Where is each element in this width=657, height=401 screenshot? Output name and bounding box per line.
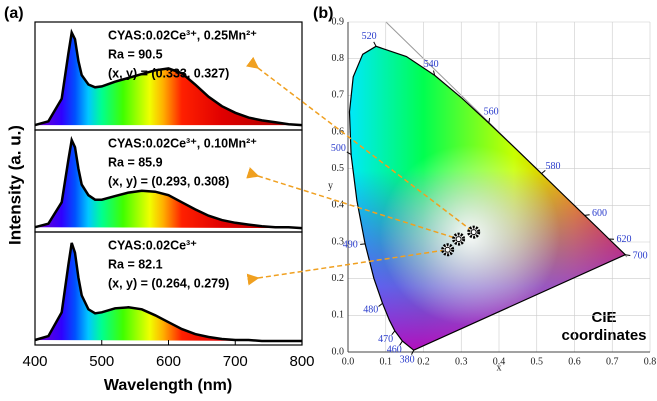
locus-tick — [584, 214, 590, 216]
annotation: (x, y) = (0.293, 0.308) — [108, 174, 229, 188]
x-tick-label: 0.0 — [342, 356, 355, 367]
y-tick-label: 0.9 — [332, 16, 345, 27]
x-axis-label: x — [497, 362, 502, 373]
wavelength-label: 380 — [400, 354, 415, 365]
y-tick-label: 0.6 — [332, 126, 345, 137]
locus-tick — [346, 151, 352, 156]
x-tick-label: 0.2 — [417, 356, 430, 367]
x-tick-label: 0.5 — [531, 356, 544, 367]
y-tick-label: 0.2 — [332, 273, 345, 284]
x-tick-label: 0.8 — [644, 356, 657, 367]
locus-tick — [373, 41, 377, 47]
wavelength-label: 480 — [363, 305, 378, 316]
locus-tick — [488, 117, 491, 124]
y-tick-label: 0.7 — [332, 90, 345, 101]
wavelength-label: 460 — [387, 345, 402, 356]
y-tick-label: 0.5 — [332, 163, 345, 174]
y-axis-label: Intensity (a. u.) — [5, 125, 24, 245]
wavelength-label: 700 — [633, 251, 648, 262]
annotation: Ra = 85.9 — [108, 155, 163, 169]
data-point — [452, 232, 466, 246]
locus-tick — [378, 302, 383, 307]
x-tick-label: 700 — [223, 353, 248, 370]
data-point-center — [470, 229, 477, 236]
panel-label: (a) — [4, 5, 24, 22]
spectrum — [34, 135, 303, 230]
wavelength-label: 470 — [378, 334, 393, 345]
locus-tick — [360, 243, 366, 245]
pointer-arrow — [246, 167, 459, 240]
annotation: (x, y) = (0.264, 0.279) — [108, 276, 229, 290]
x-axis-label: Wavelength (nm) — [104, 377, 232, 394]
spectrum — [34, 28, 303, 127]
wavelength-label: 520 — [362, 31, 377, 42]
x-tick-label: 0.7 — [606, 356, 619, 367]
y-tick-label: 0.0 — [332, 346, 345, 357]
y-axis-label: y — [328, 180, 333, 191]
annotation: coordinates — [561, 327, 646, 344]
wavelength-label: 620 — [617, 234, 632, 245]
x-tick-label: 500 — [89, 353, 114, 370]
wavelength-label: 600 — [592, 208, 607, 219]
data-point — [441, 243, 455, 257]
x-tick-label: 800 — [289, 353, 314, 370]
y-tick-label: 0.8 — [332, 53, 345, 64]
y-tick-label: 0.4 — [332, 200, 345, 211]
wavelength-label: 490 — [343, 239, 358, 250]
y-tick-label: 0.1 — [332, 310, 345, 321]
x-tick-label: 0.6 — [568, 356, 581, 367]
wavelength-label: 540 — [424, 59, 439, 70]
pointer-arrow — [246, 56, 475, 233]
wavelength-label: 560 — [484, 106, 499, 117]
data-point — [467, 225, 481, 239]
panel-label: (b) — [313, 5, 333, 22]
data-point-center — [444, 246, 451, 253]
x-tick-label: 600 — [156, 353, 181, 370]
locus-tick — [411, 349, 415, 355]
x-tick-label: 0.3 — [455, 356, 468, 367]
x-tick-label: 0.1 — [380, 356, 393, 367]
data-point-center — [455, 236, 462, 243]
wavelength-label: 500 — [331, 143, 346, 154]
annotation: Ra = 82.1 — [108, 257, 163, 271]
locus-tick — [391, 330, 396, 336]
wavelength-label: 580 — [545, 161, 560, 172]
annotation: CYAS:0.02Ce³⁺, 0.10Mn²⁺ — [108, 136, 257, 150]
y-tick-label: 0.3 — [332, 236, 345, 247]
x-tick-label: 400 — [22, 353, 47, 370]
annotation: CYAS:0.02Ce³⁺, 0.25Mn²⁺ — [108, 28, 257, 42]
annotation: CIE — [591, 309, 616, 326]
locus-tick — [541, 169, 546, 174]
x-tick-label: 0.4 — [493, 356, 506, 367]
locus-tick — [625, 254, 631, 256]
annotation: (x, y) = (0.333, 0.327) — [108, 66, 229, 80]
annotation: CYAS:0.02Ce³⁺ — [108, 238, 197, 252]
locus-tick — [399, 340, 403, 346]
annotation: Ra = 90.5 — [108, 47, 163, 61]
locus-tick — [433, 70, 436, 76]
spectrum — [34, 242, 302, 343]
